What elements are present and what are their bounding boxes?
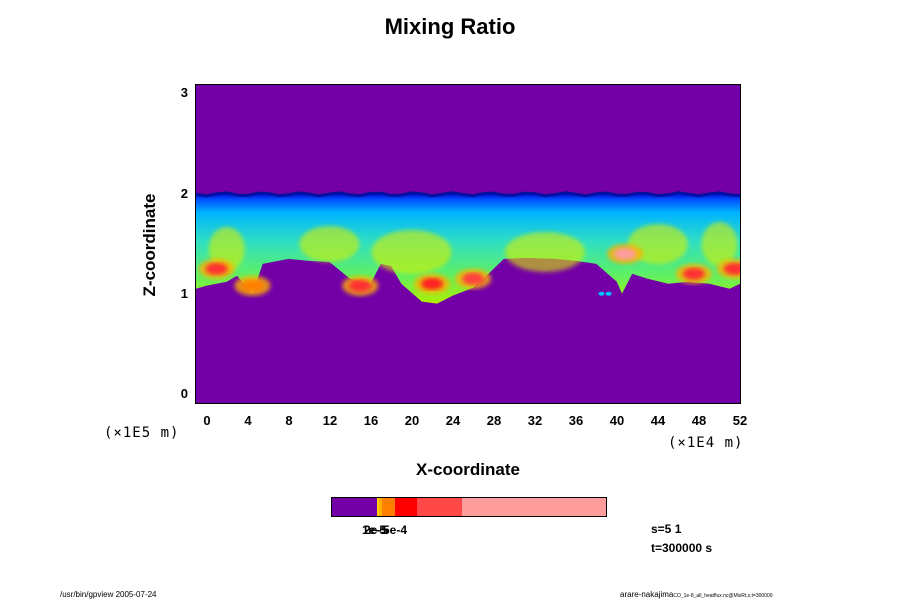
hot-spot	[723, 262, 740, 275]
cloudlet	[598, 291, 605, 296]
x-tick-label: 16	[363, 413, 379, 428]
cloud-patch	[299, 226, 360, 262]
x-tick-label: 24	[445, 413, 461, 428]
colorbar-tick-label: 1e-5	[362, 523, 387, 537]
cloudlet	[605, 291, 612, 296]
y-axis-label: Z-coordinate	[140, 193, 159, 297]
cloud-layer-band	[196, 192, 740, 304]
footer-right-small: CO_1e-8_all_heatflux.nc@MixRt,x,t=300000	[673, 593, 773, 599]
cloud-patch	[504, 231, 585, 272]
colorbar-segment	[332, 498, 378, 516]
colorbar-segment	[394, 498, 417, 516]
colorbar-segment	[379, 498, 383, 516]
hot-spot	[421, 277, 444, 290]
x-tick-label: 32	[527, 413, 543, 428]
hot-spot	[682, 267, 705, 280]
chart-title: Mixing Ratio	[384, 14, 516, 39]
y-scale-label: (×1E5 m)	[104, 425, 180, 441]
colorbar	[331, 497, 607, 517]
hot-spot	[205, 262, 228, 275]
x-scale-label: (×1E4 m)	[668, 435, 744, 451]
footer-left: /usr/bin/gpview 2005-07-24	[60, 590, 157, 599]
t-info: t=300000 s	[651, 541, 713, 555]
y-tick-label: 3	[180, 85, 188, 100]
y-tick-label: 1	[180, 286, 188, 301]
s-info: s=5 1	[651, 522, 682, 536]
colorbar-segment	[382, 498, 395, 516]
heatmap-field	[196, 191, 740, 304]
footer-right: arare-nakajimaCO_1e-8_all_heatflux.nc@Mi…	[620, 590, 773, 599]
colorbar-segment	[377, 498, 380, 516]
x-tick-label: 0	[203, 413, 211, 428]
colorbar-tick-label: 5e-4	[383, 523, 408, 537]
x-tick-label: 28	[486, 413, 502, 428]
x-tick-label: 12	[322, 413, 338, 428]
x-tick-label: 8	[285, 413, 293, 428]
colorbar-segment	[462, 498, 606, 516]
x-tick-label: 36	[568, 413, 584, 428]
y-tick-label: 0	[180, 386, 188, 401]
cloud-top-edge	[196, 191, 740, 198]
hot-spot	[241, 279, 264, 292]
x-tick-label: 52	[732, 413, 748, 428]
cloud-patch	[371, 229, 452, 274]
hot-spot	[614, 247, 637, 260]
x-axis-label: X-coordinate	[416, 460, 520, 479]
hot-spot	[462, 272, 485, 285]
cloud-patch	[701, 222, 738, 266]
x-tick-label: 40	[609, 413, 625, 428]
plot-area	[195, 84, 741, 404]
x-tick-label: 44	[650, 413, 666, 428]
y-tick-label: 2	[180, 186, 188, 201]
footer-right-main: arare-nakajima	[620, 590, 674, 599]
x-tick-label: 20	[404, 413, 420, 428]
colorbar-tick-label: 2e-5	[364, 523, 389, 537]
x-tick-label: 4	[244, 413, 252, 428]
hot-spot	[349, 279, 372, 292]
x-tick-label: 48	[691, 413, 707, 428]
colorbar-segment	[416, 498, 463, 516]
